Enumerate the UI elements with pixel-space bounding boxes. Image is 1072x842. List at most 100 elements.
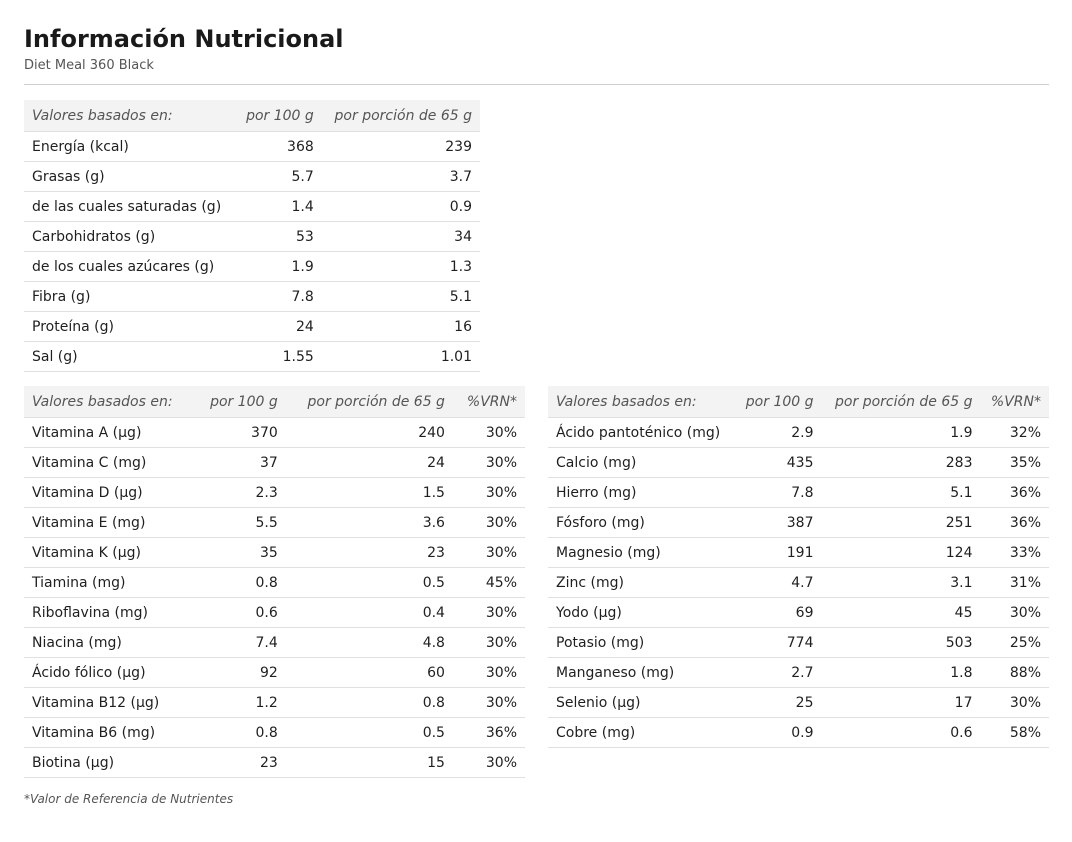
nutrient-value: 0.8	[194, 567, 286, 598]
table-header-row: Valores basados en: por 100 g por porción …	[548, 386, 1049, 418]
nutrient-name: Magnesio (mg)	[548, 537, 735, 568]
nutrient-value: 69	[734, 597, 822, 628]
nutrient-value: 60	[285, 657, 453, 688]
nutrient-value: 0.9	[734, 717, 822, 748]
nutrient-value: 23	[194, 747, 286, 778]
nutrient-value: 0.6	[821, 717, 981, 748]
nutrient-value: 1.2	[194, 687, 286, 718]
table-row: Manganeso (mg) 2.7 1.8 88%	[548, 657, 1049, 688]
nutrient-name: Vitamina A (µg)	[24, 417, 195, 448]
nutrient-value: 7.8	[734, 477, 822, 508]
nutrient-value: 0.5	[285, 567, 453, 598]
nutrient-value: 36%	[980, 507, 1049, 538]
nutrient-name: Calcio (mg)	[548, 447, 735, 478]
table-row: de las cuales saturadas (g) 1.4 0.9	[24, 191, 480, 222]
nutrient-value: 3.7	[321, 161, 480, 192]
nutrient-name: Fibra (g)	[24, 281, 236, 312]
nutrient-value: 2.7	[734, 657, 822, 688]
minerals-table: Valores basados en: por 100 g por porción …	[548, 386, 1049, 748]
nutrient-value: 36%	[980, 477, 1049, 508]
nutrient-value: 92	[194, 657, 286, 688]
nutrient-value: 30%	[452, 447, 525, 478]
table-row: Niacina (mg) 7.4 4.8 30%	[24, 627, 525, 658]
table-row: de los cuales azúcares (g) 1.9 1.3	[24, 251, 480, 282]
nutrient-value: 5.5	[194, 507, 286, 538]
macronutrients-table: Valores basados en: por 100 g por porción …	[24, 100, 480, 372]
table-row: Sal (g) 1.55 1.01	[24, 341, 480, 372]
column-header: por 100 g	[235, 100, 322, 132]
footnote: *Valor de Referencia de Nutrientes	[24, 792, 234, 806]
nutrient-value: 503	[821, 627, 981, 658]
column-header: Valores basados en:	[24, 386, 195, 418]
table-row: Cobre (mg) 0.9 0.6 58%	[548, 717, 1049, 748]
nutrient-value: 16	[321, 311, 480, 342]
table-row: Hierro (mg) 7.8 5.1 36%	[548, 477, 1049, 508]
table-row: Vitamina B6 (mg) 0.8 0.5 36%	[24, 717, 525, 748]
nutrient-value: 34	[321, 221, 480, 252]
nutrient-value: 0.5	[285, 717, 453, 748]
nutrient-name: de los cuales azúcares (g)	[24, 251, 236, 282]
nutrient-value: 4.7	[734, 567, 822, 598]
nutrient-value: 37	[194, 447, 286, 478]
product-name: Diet Meal 360 Black	[24, 58, 154, 73]
nutrient-value: 124	[821, 537, 981, 568]
nutrient-value: 30%	[452, 477, 525, 508]
nutrient-name: Tiamina (mg)	[24, 567, 195, 598]
nutrient-value: 3.1	[821, 567, 981, 598]
nutrient-name: Vitamina E (mg)	[24, 507, 195, 538]
nutrient-value: 88%	[980, 657, 1049, 688]
table-row: Riboflavina (mg) 0.6 0.4 30%	[24, 597, 525, 628]
nutrient-name: Vitamina C (mg)	[24, 447, 195, 478]
column-header: %VRN*	[452, 386, 525, 418]
column-header: Valores basados en:	[24, 100, 236, 132]
nutrient-value: 24	[235, 311, 322, 342]
nutrient-name: de las cuales saturadas (g)	[24, 191, 236, 222]
nutrient-value: 33%	[980, 537, 1049, 568]
nutrient-value: 30%	[452, 417, 525, 448]
nutrient-value: 1.4	[235, 191, 322, 222]
nutrient-value: 45%	[452, 567, 525, 598]
nutrient-value: 58%	[980, 717, 1049, 748]
nutrient-value: 17	[821, 687, 981, 718]
nutrient-name: Vitamina B12 (µg)	[24, 687, 195, 718]
nutrient-name: Ácido pantoténico (mg)	[548, 417, 735, 448]
nutrient-value: 0.8	[285, 687, 453, 718]
nutrient-value: 7.4	[194, 627, 286, 658]
nutrient-name: Zinc (mg)	[548, 567, 735, 598]
column-header: Valores basados en:	[548, 386, 735, 418]
nutrient-value: 1.9	[821, 417, 981, 448]
nutrient-name: Sal (g)	[24, 341, 236, 372]
nutrient-name: Niacina (mg)	[24, 627, 195, 658]
nutrient-value: 370	[194, 417, 286, 448]
nutrient-value: 191	[734, 537, 822, 568]
nutrient-name: Selenio (µg)	[548, 687, 735, 718]
nutrient-value: 1.01	[321, 341, 480, 372]
nutrient-value: 2.3	[194, 477, 286, 508]
table-header-row: Valores basados en: por 100 g por porción …	[24, 386, 525, 418]
nutrient-value: 30%	[452, 597, 525, 628]
table-row: Potasio (mg) 774 503 25%	[548, 627, 1049, 658]
column-header: por porción de 65 g	[321, 100, 480, 132]
nutrient-value: 3.6	[285, 507, 453, 538]
table-row: Fibra (g) 7.8 5.1	[24, 281, 480, 312]
nutrient-value: 5.7	[235, 161, 322, 192]
table-row: Vitamina A (µg) 370 240 30%	[24, 417, 525, 448]
table-row: Fósforo (mg) 387 251 36%	[548, 507, 1049, 538]
nutrient-value: 53	[235, 221, 322, 252]
nutrient-name: Vitamina D (µg)	[24, 477, 195, 508]
table-row: Ácido fólico (µg) 92 60 30%	[24, 657, 525, 688]
nutrient-value: 5.1	[321, 281, 480, 312]
nutrient-name: Yodo (µg)	[548, 597, 735, 628]
table-row: Vitamina B12 (µg) 1.2 0.8 30%	[24, 687, 525, 718]
column-header: por 100 g	[194, 386, 286, 418]
table-row: Zinc (mg) 4.7 3.1 31%	[548, 567, 1049, 598]
nutrient-value: 31%	[980, 567, 1049, 598]
nutrient-value: 1.55	[235, 341, 322, 372]
nutrient-value: 30%	[452, 687, 525, 718]
nutrient-name: Riboflavina (mg)	[24, 597, 195, 628]
nutrient-value: 30%	[980, 687, 1049, 718]
nutrient-name: Energía (kcal)	[24, 131, 236, 162]
table-row: Proteína (g) 24 16	[24, 311, 480, 342]
nutrient-name: Potasio (mg)	[548, 627, 735, 658]
nutrient-name: Proteína (g)	[24, 311, 236, 342]
